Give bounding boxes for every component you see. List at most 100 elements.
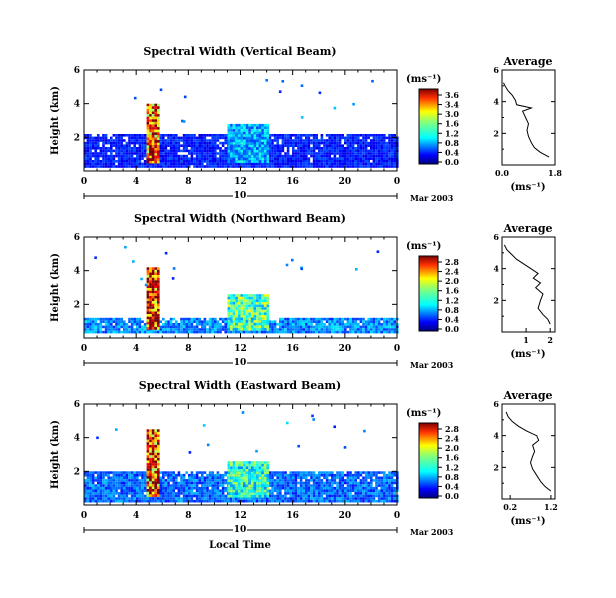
heatmap-cell [149, 481, 152, 484]
heatmap-cell [255, 449, 258, 453]
heatmap-cell [271, 473, 274, 477]
heatmap-cell [372, 320, 376, 323]
heatmap-cell [195, 144, 199, 147]
heatmap-cell [227, 471, 231, 475]
heatmap-cell [154, 153, 157, 156]
heatmap-cell [169, 486, 173, 490]
panel-title: Spectral Width (Eastward Beam) [139, 379, 341, 392]
heatmap-cell [390, 499, 394, 503]
heatmap-cell [227, 136, 231, 140]
heatmap-cell [97, 325, 100, 329]
heatmap-cell [289, 479, 292, 482]
heatmap-cell [393, 471, 396, 474]
heatmap-cell [302, 492, 305, 495]
heatmap-cell [248, 309, 251, 313]
heatmap-cell [177, 162, 181, 166]
heatmap-cell [188, 494, 191, 498]
heatmap-cell [266, 471, 270, 475]
heatmap-cell [117, 157, 121, 160]
heatmap-cell [243, 134, 246, 137]
heatmap-cell [240, 461, 244, 464]
heatmap-cell [157, 150, 160, 154]
heatmap-cell [151, 452, 155, 456]
y-tick-label: 4 [74, 434, 80, 444]
panel-2: Spectral Width (Northward Beam)0 4 8 12 16 20… [50, 212, 556, 370]
heatmap-cell [86, 165, 90, 168]
x-tick-label: 20 [339, 511, 352, 521]
heatmap-cell [138, 320, 142, 323]
heatmap-cell [364, 144, 368, 147]
heatmap-cell [172, 471, 175, 474]
heatmap-cell [157, 134, 160, 138]
heatmap-cell [281, 481, 285, 485]
heatmap-cell [371, 79, 374, 83]
heatmap-cell [227, 328, 231, 331]
heatmap-cell [273, 139, 277, 142]
heatmap-cell [273, 323, 277, 326]
heatmap-cell [97, 323, 100, 326]
heatmap-cell [346, 325, 350, 329]
heatmap-cell [107, 486, 110, 490]
heatmap-cell [159, 136, 162, 140]
heatmap-cell [268, 489, 272, 493]
heatmap-cell [110, 149, 113, 153]
heatmap-cell [325, 481, 329, 485]
heatmap-cell [195, 139, 199, 142]
heatmap-cell [359, 320, 363, 323]
heatmap-cell [310, 141, 313, 145]
heatmap-cell [206, 157, 209, 160]
heatmap-cell [230, 294, 233, 297]
heatmap-cell [310, 497, 313, 500]
heatmap-cell [107, 499, 110, 503]
heatmap-cell [333, 325, 337, 329]
heatmap-cell [240, 315, 244, 318]
heatmap-cell [203, 481, 207, 485]
heatmap-cell [388, 160, 391, 163]
heatmap-cell [370, 141, 373, 145]
heatmap-cell [258, 489, 262, 493]
heatmap-cell [232, 476, 236, 480]
heatmap-cell [230, 463, 233, 467]
heatmap-cell [146, 162, 149, 166]
heatmap-cell [243, 487, 246, 490]
heatmap-cell [128, 476, 131, 480]
heatmap-cell [123, 328, 126, 331]
heatmap-cell [263, 328, 267, 331]
heatmap-cell [151, 327, 155, 330]
heatmap-cell [357, 162, 360, 166]
heatmap-cell [299, 328, 303, 331]
heatmap-cell [182, 157, 186, 160]
heatmap-cell [370, 328, 373, 331]
heatmap-cell [338, 139, 342, 142]
heatmap-cell [141, 486, 144, 490]
heatmap-cell [266, 315, 270, 318]
heatmap-cell [266, 304, 270, 308]
heatmap-cell [390, 473, 394, 477]
heatmap-cell [292, 473, 295, 477]
heatmap-cell [276, 162, 279, 166]
heatmap-cell [159, 157, 162, 160]
heatmap-cell [201, 139, 204, 142]
heatmap-cell [383, 136, 386, 140]
heatmap-cell [188, 165, 191, 168]
heatmap-cell [89, 139, 92, 142]
heatmap-cell [258, 497, 261, 500]
heatmap-cell [261, 294, 264, 297]
heatmap-cell [167, 154, 170, 158]
heatmap-cell [146, 429, 150, 432]
heatmap-cell [312, 479, 316, 482]
heatmap-cell [318, 157, 321, 160]
heatmap-cell [261, 136, 264, 140]
heatmap-cell [370, 486, 373, 490]
heatmap-cell [338, 486, 342, 490]
heatmap-cell [110, 136, 113, 140]
heatmap-cell [157, 103, 160, 107]
heatmap-cell [338, 320, 342, 323]
heatmap-cell [120, 320, 123, 323]
heatmap-cell [157, 478, 160, 482]
heatmap-cell [133, 330, 136, 334]
heatmap-cell [333, 320, 337, 323]
heatmap-cell [284, 139, 287, 142]
x-tick-label: 4 [133, 511, 139, 521]
heatmap-cell [162, 152, 165, 155]
